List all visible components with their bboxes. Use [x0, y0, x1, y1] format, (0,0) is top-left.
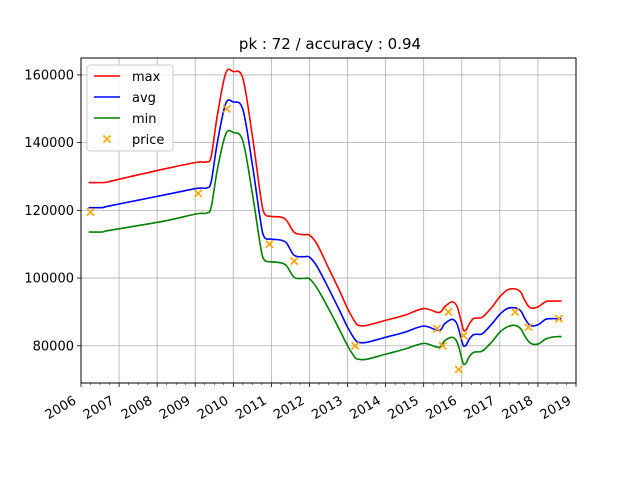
- y-tick-label: 100000: [24, 272, 74, 287]
- price-point: [438, 341, 447, 350]
- price-point: [290, 256, 299, 266]
- price-point: [350, 341, 360, 350]
- series-line-min: [88, 129, 562, 366]
- series-lines: [88, 68, 562, 366]
- price-point: [194, 189, 203, 198]
- series-line-max: [88, 68, 562, 332]
- price-point: [432, 324, 442, 333]
- y-tick-label: 140000: [24, 136, 74, 151]
- chart-title: pk : 72 / accuracy : 0.94: [239, 35, 421, 53]
- legend-label-max: max: [132, 70, 161, 85]
- y-tick-label: 80000: [33, 339, 74, 354]
- price-point: [444, 307, 453, 317]
- grid: [80, 58, 577, 383]
- price-point: [510, 307, 520, 317]
- y-tick-label: 120000: [24, 204, 74, 219]
- legend-marker-price: [102, 134, 112, 144]
- y-tick-label: 160000: [24, 68, 74, 83]
- y-axis: 80000 100000 120000 140000 160000: [24, 68, 81, 354]
- price-point: [554, 314, 564, 323]
- price-point: [459, 331, 468, 340]
- legend-label-min: min: [132, 112, 157, 127]
- price-point: [222, 104, 232, 113]
- legend-swatch-price: [102, 134, 112, 144]
- legend: max avg min price: [86, 64, 174, 152]
- legend-box: [86, 64, 174, 152]
- price-point: [454, 365, 463, 374]
- legend-label-avg: avg: [132, 91, 156, 106]
- legend-label-price: price: [132, 133, 164, 148]
- series-line-avg: [88, 99, 562, 348]
- price-scatter: [86, 104, 564, 374]
- price-point: [524, 322, 533, 332]
- price-point: [265, 240, 274, 249]
- price-point: [86, 207, 95, 217]
